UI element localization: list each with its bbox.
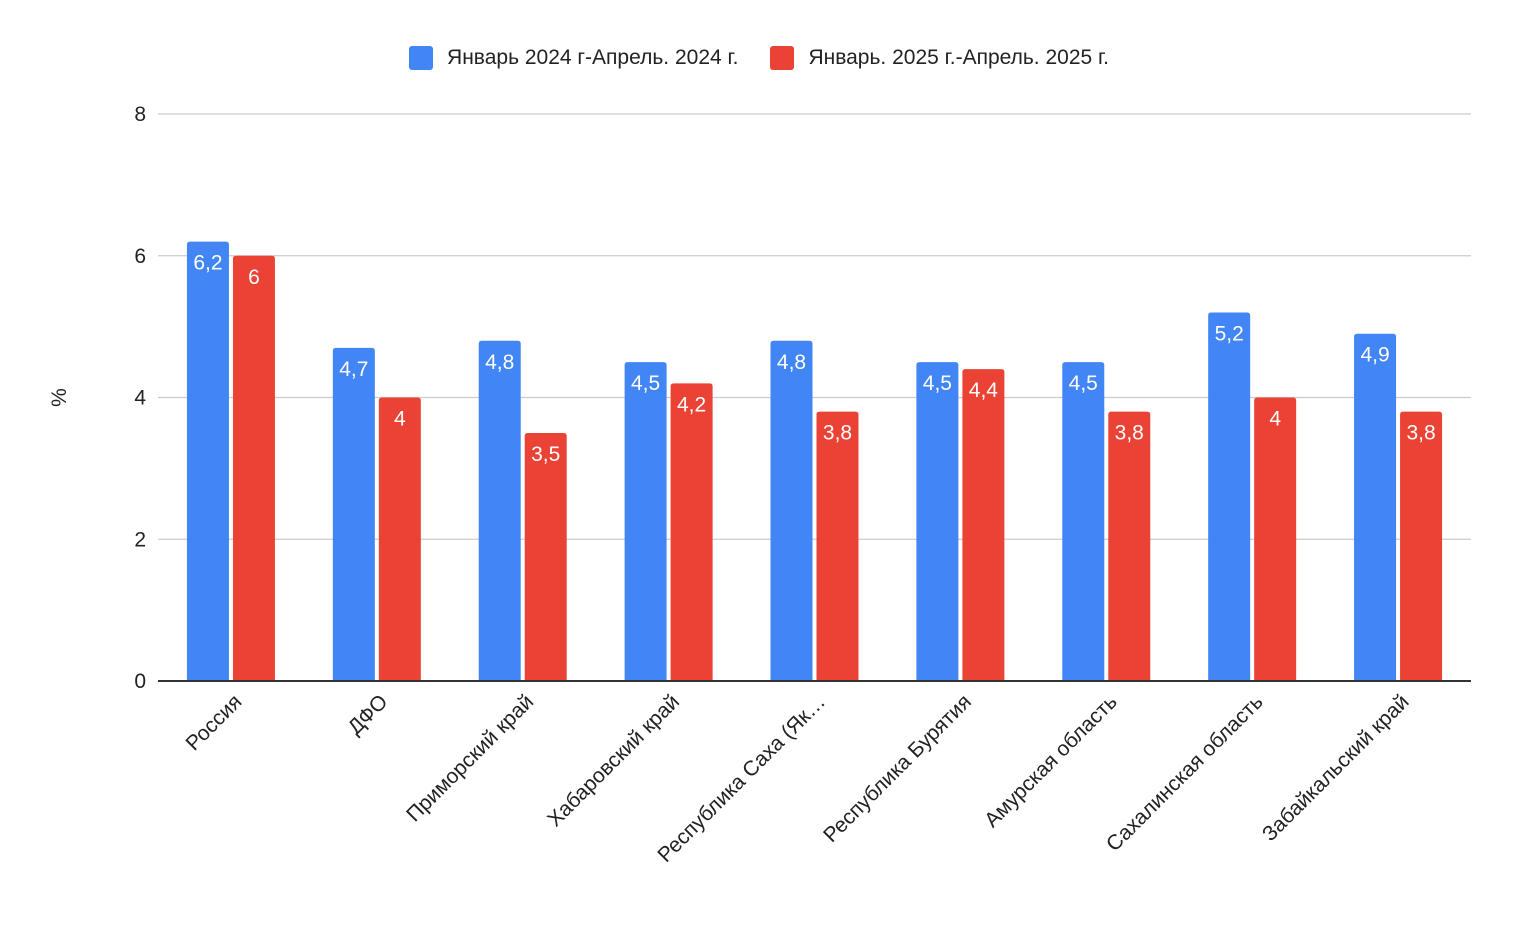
legend-item-2025[interactable]: Январь. 2025 г.-Апрель. 2025 г. bbox=[770, 46, 1109, 70]
bar-2024 bbox=[1208, 312, 1251, 681]
bar-2024 bbox=[332, 347, 375, 681]
bar-2024 bbox=[770, 340, 813, 681]
data-label-2024: 6,2 bbox=[193, 252, 222, 275]
x-tick-label: Приморский край bbox=[402, 690, 538, 826]
x-tick-label: Сахалинская область bbox=[1102, 690, 1268, 856]
bar-2025 bbox=[816, 411, 859, 681]
bar-2024 bbox=[478, 340, 521, 681]
data-label-2024: 4,7 bbox=[339, 358, 368, 381]
bar-2025 bbox=[1108, 411, 1151, 681]
legend: Январь 2024 г-Апрель. 2024 г. Январь. 20… bbox=[0, 42, 1518, 74]
legend-label-2025: Январь. 2025 г.-Апрель. 2025 г. bbox=[808, 46, 1109, 69]
bar-2025 bbox=[1400, 411, 1443, 681]
legend-label-2024: Январь 2024 г-Апрель. 2024 г. bbox=[447, 46, 739, 69]
data-label-2024: 4,5 bbox=[923, 372, 952, 395]
x-tick-label: Россия bbox=[182, 690, 247, 755]
x-tick-label: Республика Саха (Як… bbox=[653, 690, 830, 867]
data-label-2024: 4,8 bbox=[777, 351, 806, 374]
bar-2025 bbox=[232, 255, 275, 681]
bar-2024 bbox=[1354, 333, 1397, 681]
bar-2024 bbox=[186, 241, 229, 681]
legend-swatch-2024 bbox=[409, 46, 434, 70]
y-tick-label: 0 bbox=[134, 670, 146, 693]
data-label-2025: 4 bbox=[1269, 408, 1281, 431]
data-label-2025: 3,8 bbox=[1406, 422, 1435, 445]
data-label-2025: 4,4 bbox=[969, 379, 999, 402]
data-label-2024: 4,8 bbox=[485, 351, 514, 374]
x-tick-label: Хабаровский край bbox=[543, 690, 684, 831]
bar-2025 bbox=[670, 383, 713, 681]
bar-2024 bbox=[624, 362, 667, 681]
data-label-2024: 4,5 bbox=[631, 372, 660, 395]
data-label-2025: 4,2 bbox=[677, 393, 706, 416]
bar-2024 bbox=[916, 362, 959, 681]
x-tick-label: Забайкальский край bbox=[1258, 690, 1414, 846]
data-label-2025: 3,8 bbox=[1115, 422, 1144, 445]
data-label-2024: 5,2 bbox=[1215, 322, 1244, 345]
x-tick-label: Амурская область bbox=[980, 690, 1122, 832]
bar-2025 bbox=[1254, 397, 1297, 681]
legend-swatch-2025 bbox=[770, 46, 795, 70]
bar-2025 bbox=[378, 397, 421, 681]
y-tick-label: 8 bbox=[134, 103, 146, 126]
y-tick-label: 6 bbox=[134, 245, 146, 268]
bar-2025 bbox=[962, 369, 1005, 681]
bar-2025 bbox=[524, 432, 567, 681]
data-label-2025: 3,5 bbox=[531, 443, 560, 466]
data-label-2025: 6 bbox=[248, 266, 260, 289]
bar-2024 bbox=[1062, 362, 1105, 681]
y-tick-label: 4 bbox=[134, 387, 146, 410]
x-tick-label: Республика Бурятия bbox=[819, 690, 976, 847]
data-label-2024: 4,5 bbox=[1069, 372, 1098, 395]
data-label-2025: 3,8 bbox=[823, 422, 852, 445]
y-tick-label: 2 bbox=[134, 528, 146, 551]
data-label-2025: 4 bbox=[394, 408, 406, 431]
y-axis-label: % bbox=[48, 388, 71, 407]
data-label-2024: 4,9 bbox=[1360, 344, 1389, 367]
legend-item-2024[interactable]: Январь 2024 г-Апрель. 2024 г. bbox=[409, 46, 738, 70]
x-tick-label: ДФО bbox=[344, 690, 393, 739]
